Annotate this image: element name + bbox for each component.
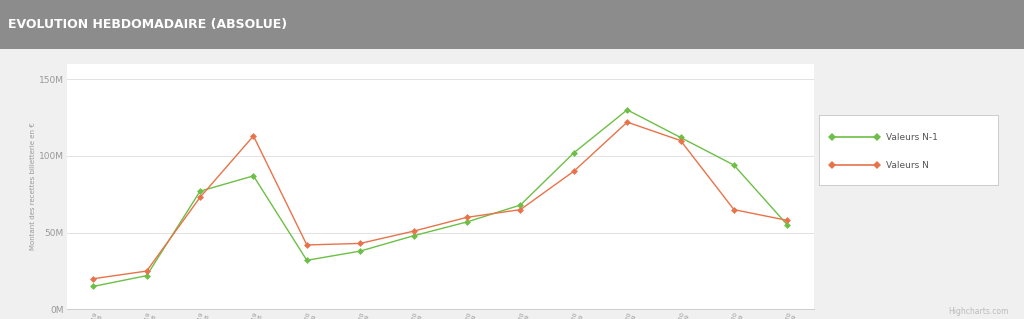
Valeurs N-1 <box>301 258 313 262</box>
Valeurs N <box>194 196 206 199</box>
Valeurs N-1 <box>408 234 420 238</box>
Valeurs N-1 <box>87 285 99 288</box>
Text: Highcharts.com: Highcharts.com <box>948 307 1009 316</box>
Valeurs N-1 <box>567 151 580 155</box>
Valeurs N <box>567 169 580 173</box>
Valeurs N-1 <box>514 203 526 207</box>
Valeurs N <box>781 219 794 222</box>
Text: Valeurs N-1: Valeurs N-1 <box>886 133 937 142</box>
Valeurs N-1 <box>354 249 367 253</box>
Valeurs N-1 <box>675 136 687 139</box>
Text: Valeurs N: Valeurs N <box>886 161 929 170</box>
Valeurs N <box>354 241 367 245</box>
Line: Valeurs N-1: Valeurs N-1 <box>91 108 790 289</box>
Valeurs N-1 <box>621 108 633 112</box>
Y-axis label: Montant des recettes billetterie en €: Montant des recettes billetterie en € <box>30 123 36 250</box>
Valeurs N <box>140 269 153 273</box>
Valeurs N <box>675 139 687 143</box>
Valeurs N <box>87 277 99 281</box>
Valeurs N-1 <box>248 174 260 178</box>
Valeurs N <box>621 120 633 124</box>
Valeurs N <box>728 208 740 211</box>
Text: EVOLUTION HEBDOMADAIRE (ABSOLUE): EVOLUTION HEBDOMADAIRE (ABSOLUE) <box>8 18 288 31</box>
Valeurs N <box>514 208 526 211</box>
Valeurs N-1 <box>728 163 740 167</box>
Valeurs N-1 <box>461 220 473 224</box>
Valeurs N-1 <box>781 223 794 227</box>
Valeurs N-1 <box>140 274 153 278</box>
Valeurs N <box>408 229 420 233</box>
Line: Valeurs N: Valeurs N <box>91 120 790 281</box>
Valeurs N <box>461 215 473 219</box>
Valeurs N <box>301 243 313 247</box>
Valeurs N <box>248 134 260 138</box>
Valeurs N-1 <box>194 189 206 193</box>
